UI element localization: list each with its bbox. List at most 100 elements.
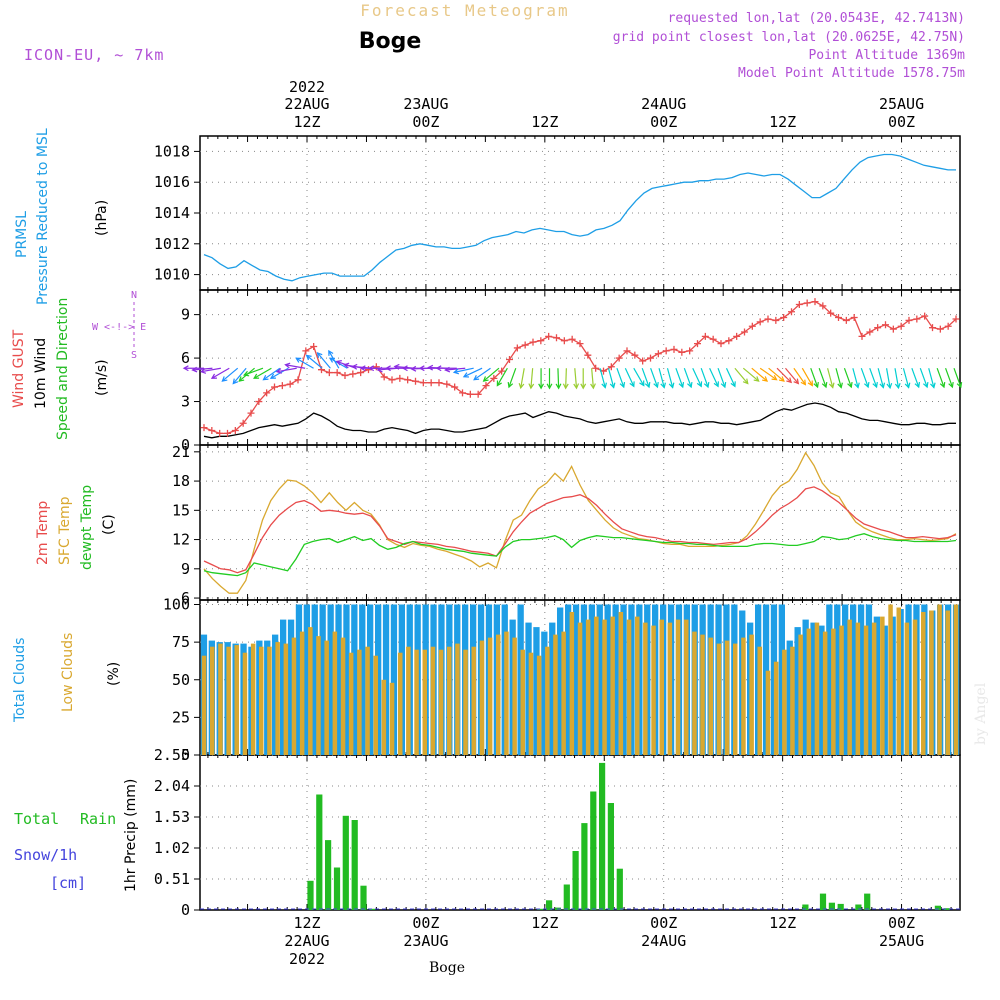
wind-arrow-head [778,376,785,382]
wind-arrow-head [368,365,375,372]
wind-arrow-head [546,383,553,390]
gust-marker [811,298,819,306]
gust-marker [474,390,482,398]
top-time-date: 22AUG [284,95,329,113]
y-tick-label: 1.53 [154,808,190,826]
y-tick-label: 15 [172,501,190,519]
low-cloud-bar [847,619,852,755]
total-cloud-bar [359,604,366,755]
total-cloud-bar [588,604,595,755]
wind-arrow-head [703,381,710,389]
rain-bar [546,900,553,910]
gust-marker [921,312,929,320]
wind-arrow [666,368,674,388]
low-cloud-bar [463,649,468,755]
wind-arrow-head [894,382,901,390]
gust-marker [490,374,498,382]
wind-arrow [508,368,517,388]
low-cloud-bar [577,622,583,755]
wind-arrow-head [452,368,460,375]
rain-bar [369,908,376,910]
low-cloud-bar [667,622,673,755]
panel-frame-4 [199,754,961,911]
wind-arrow [953,368,962,388]
wind-arrow-head [730,381,736,388]
total-cloud-bar [565,604,572,755]
rain-bar [819,893,827,910]
gust-marker [302,347,310,355]
gust-marker [647,354,654,362]
wind-arrow [317,352,331,369]
total-cloud-bar [272,634,279,755]
wind-arrow-head [518,382,525,390]
low-cloud-bar [790,646,795,755]
low-cloud-bar [455,643,460,755]
wind-arrow [520,368,525,389]
gust-marker [341,371,349,379]
gust-marker [216,429,224,437]
low-cloud-bar [839,625,844,755]
plot-area: 1010101210141016101803696912151821025507… [154,78,963,968]
wind-arrow [285,364,306,369]
series-line-sfc-temp [203,451,957,594]
snow-unit: [cm] [50,874,86,892]
wind-arrow [599,368,606,388]
rain-bar [943,908,950,910]
compass-n: N [131,290,137,301]
low-cloud-bar [855,622,861,755]
wind-arrow [650,368,659,388]
gust-marker [866,328,874,336]
rain-bar [590,791,597,910]
station-name: Boge [359,29,422,54]
gust-marker [498,367,506,375]
wind-arrow [483,367,500,382]
gust-marker [576,340,584,348]
low-cloud-bar [422,649,427,755]
wind-arrow-head [343,362,350,369]
total-cloud-bar [818,625,825,755]
rain-bar [607,803,614,910]
top-time-date: 24AUG [641,95,686,113]
gust-marker [662,347,670,355]
gust-marker [725,337,733,345]
wind-arrow [633,367,645,386]
rain-bar [599,762,606,910]
gust-marker [357,369,365,377]
low-cloud-bar [757,646,762,755]
wind-arrow-head [956,381,963,389]
gust-marker [944,322,952,330]
wind-arrow-head [629,381,635,388]
wind-arrow [742,367,760,382]
wind-arrow [835,368,842,388]
wind-arrow-head [482,376,489,382]
low-cloud-bar [536,655,542,755]
gust-marker [294,376,302,384]
rain-bar [316,794,323,910]
gust-marker [466,390,474,398]
wind-arrow-head [238,376,245,382]
low-cloud-bar [806,628,812,755]
wind-label: 10m Wind [33,338,49,409]
low-cloud-bar [700,634,705,755]
gust-marker [882,321,889,329]
rain-bar [307,880,314,910]
wind-arrow-head [182,365,189,372]
low-cloud-bar [708,637,713,755]
top-time-year: 2022 [289,78,325,96]
rain-bar [360,885,367,910]
gust-marker [623,347,631,355]
y-tick-label: 0.51 [154,870,190,888]
gust-marker [670,345,678,353]
gust-marker [842,316,850,324]
low-cloud-bar [210,646,215,755]
y-tick-label: 3 [181,393,190,411]
low-cloud-bar [398,652,403,755]
wind-arrow-head [742,378,749,385]
wind-arrow-head [863,381,870,389]
rain-bar [351,820,358,910]
wind-arrow [860,368,869,388]
pressure-label-short: PRMSL [14,211,30,258]
gust-marker [733,332,741,340]
y-tick-label: 1012 [154,235,190,253]
